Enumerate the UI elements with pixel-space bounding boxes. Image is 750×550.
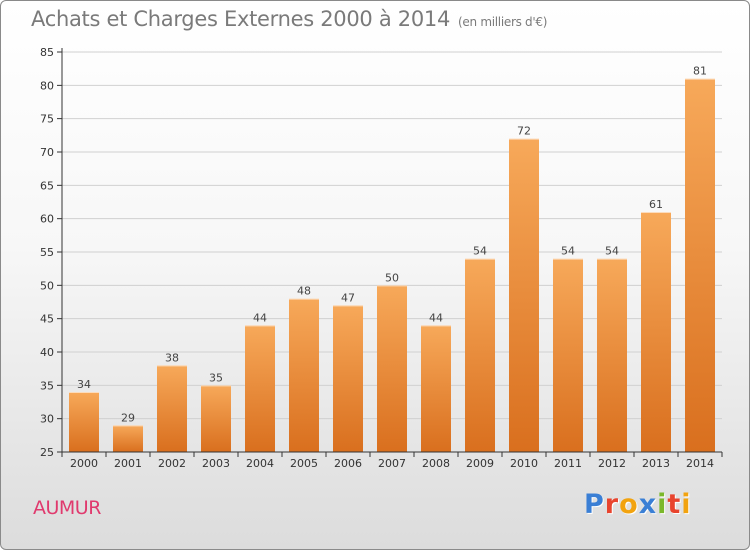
bar-2013 [641, 212, 671, 452]
data-label: 35 [209, 371, 223, 384]
bar-2009 [465, 258, 495, 452]
title-unit: (en milliers d'€) [458, 15, 548, 29]
bar-2012 [597, 258, 627, 452]
y-tick-label: 35 [40, 379, 54, 392]
labels: 25 30 35 40 45 50 55 60 65 70 75 80 85 2000 34 2001 29 20… [40, 46, 714, 470]
axes [57, 48, 723, 457]
title-text: Achats et Charges Externes 2000 à 2014 [31, 7, 451, 31]
bar-2011 [553, 258, 583, 452]
bar-2000 [69, 392, 99, 452]
x-tick-label: 2003 [202, 457, 230, 470]
x-tick-label: 2009 [466, 457, 494, 470]
y-tick-label: 45 [40, 313, 54, 326]
x-tick-label: 2012 [598, 457, 626, 470]
data-label: 44 [429, 311, 443, 324]
data-label: 81 [693, 65, 707, 78]
data-label: 34 [77, 378, 91, 391]
data-label: 48 [297, 285, 311, 298]
x-tick-label: 2004 [246, 457, 274, 470]
bar-2001 [113, 425, 143, 452]
logo-letter: r [604, 489, 620, 520]
y-tick-label: 55 [40, 246, 54, 259]
data-label: 38 [165, 351, 179, 364]
y-tick-label: 30 [40, 413, 54, 426]
bar-2005 [289, 298, 319, 452]
proxiti-logo: Proxiti [584, 489, 692, 520]
x-tick-label: 2007 [378, 457, 406, 470]
y-tick-label: 70 [40, 146, 54, 159]
y-tick-label: 50 [40, 279, 54, 292]
bar-2006 [333, 305, 363, 452]
data-label: 72 [517, 125, 531, 138]
x-tick-label: 2006 [334, 457, 362, 470]
y-tick-label: 60 [40, 213, 54, 226]
bar-2008 [421, 325, 451, 452]
logo-letter: x [638, 489, 658, 520]
bar-2007 [377, 285, 407, 452]
data-label: 44 [253, 311, 267, 324]
logo-letter: P [584, 489, 605, 520]
x-tick-label: 2001 [114, 457, 142, 470]
logo-letter: t [667, 489, 682, 520]
x-tick-label: 2014 [686, 457, 714, 470]
x-tick-label: 2011 [554, 457, 582, 470]
y-tick-label: 75 [40, 113, 54, 126]
logo-letter: i [681, 489, 692, 520]
data-label: 61 [649, 198, 663, 211]
bar-2002 [157, 365, 187, 452]
data-label: 54 [473, 245, 487, 258]
y-tick-label: 40 [40, 346, 54, 359]
x-tick-label: 2002 [158, 457, 186, 470]
logo-letter: o [619, 489, 639, 520]
chart-title: Achats et Charges Externes 2000 à 2014 (e… [31, 7, 547, 31]
x-tick-label: 2005 [290, 457, 318, 470]
logo-letter: i [657, 489, 668, 520]
town-name: AUMUR [33, 497, 101, 519]
bar-2004 [245, 325, 275, 452]
x-tick-label: 2010 [510, 457, 538, 470]
y-tick-label: 65 [40, 179, 54, 192]
data-label: 50 [385, 271, 399, 284]
data-label: 54 [605, 245, 619, 258]
bar-2014 [685, 78, 715, 453]
data-label: 54 [561, 245, 575, 258]
x-tick-label: 2000 [70, 457, 98, 470]
y-tick-label: 80 [40, 79, 54, 92]
bar-2003 [201, 385, 231, 452]
x-tick-label: 2008 [422, 457, 450, 470]
bars [69, 78, 715, 453]
y-tick-label: 85 [40, 46, 54, 59]
data-label: 47 [341, 291, 355, 304]
y-tick-label: 25 [40, 446, 54, 459]
data-label: 29 [121, 411, 135, 424]
bar-2010 [509, 138, 539, 452]
x-tick-label: 2013 [642, 457, 670, 470]
